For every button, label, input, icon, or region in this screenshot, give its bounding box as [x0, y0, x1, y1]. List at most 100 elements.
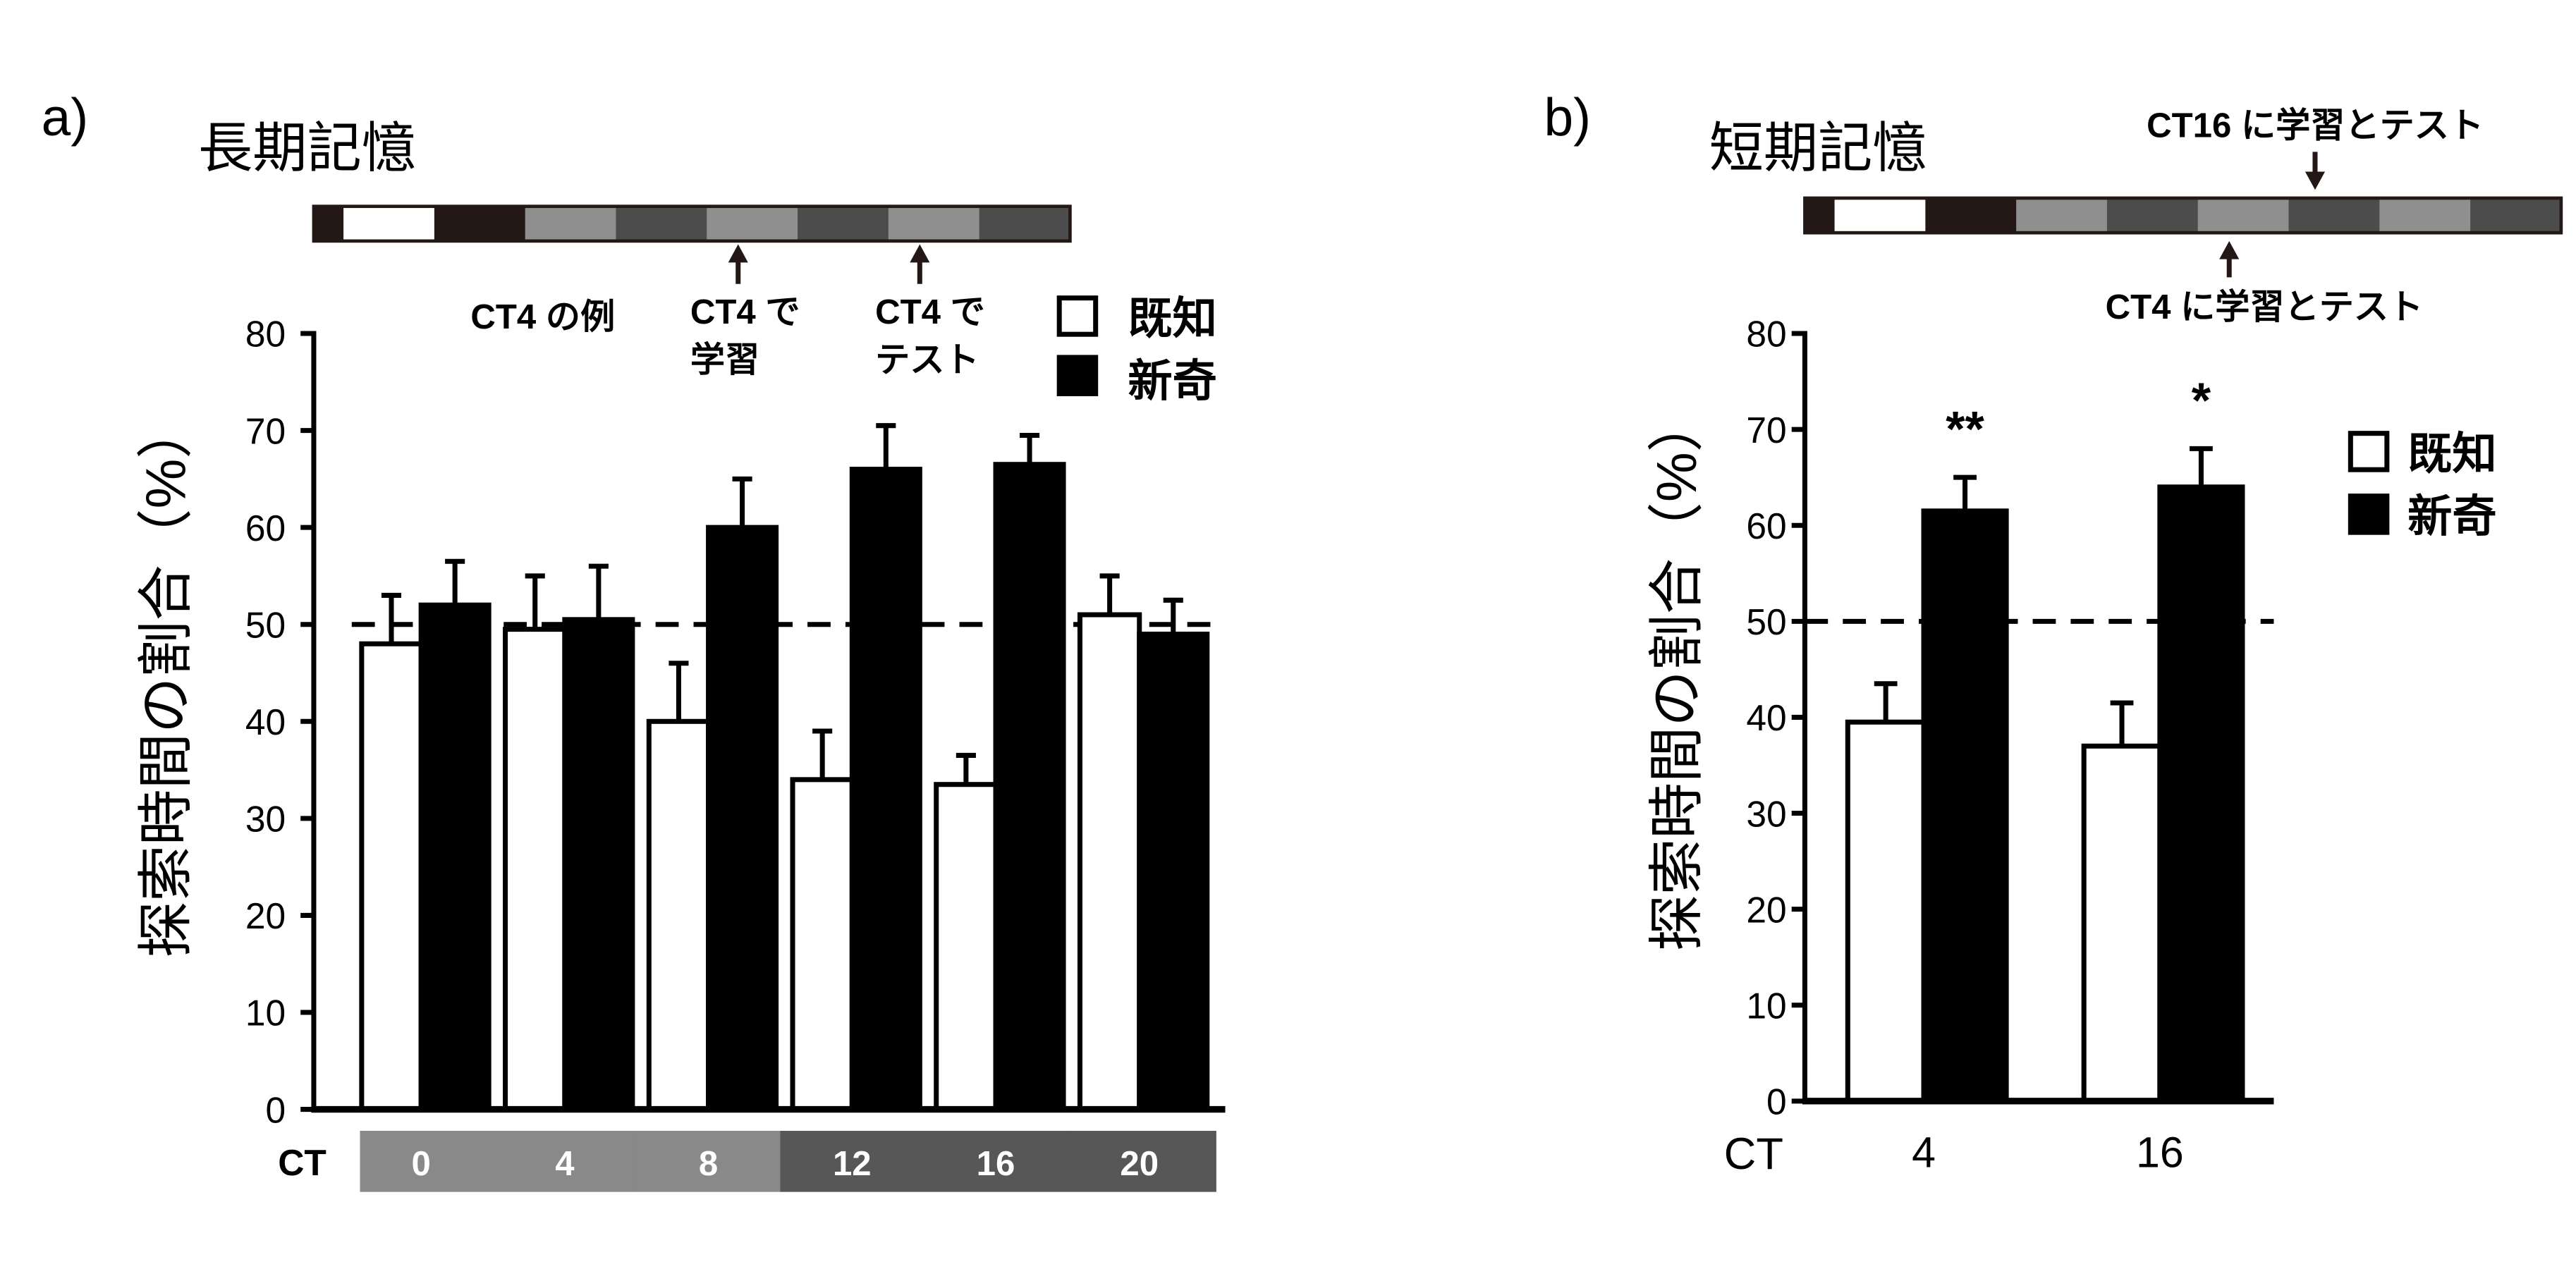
y-tick-label-20: 20	[1746, 889, 1786, 930]
y-tick-label-40: 40	[1746, 697, 1786, 738]
error-bar-novel-ct0	[445, 558, 465, 606]
bar-known-ct16	[934, 782, 999, 1112]
y-tick-label-60: 60	[245, 508, 286, 548]
bar-novel-ct12	[849, 467, 922, 1112]
annotation-test-line-2: テスト	[875, 341, 979, 379]
y-tick-label-50: 50	[245, 604, 286, 645]
ct-band-cell-20	[1067, 1131, 1216, 1192]
ct-band-cell-12	[780, 1131, 925, 1192]
error-bar-known-ct20	[1099, 573, 1120, 615]
bar-novel-ct20	[1137, 631, 1210, 1112]
y-tick-label-70: 70	[1746, 410, 1786, 450]
significance-marker-ct16: *	[2192, 372, 2211, 428]
error-bar-novel-ct16	[2190, 446, 2213, 487]
y-tick-label-0: 0	[1766, 1081, 1787, 1122]
y-tick-label-10: 10	[245, 993, 286, 1034]
y-axis-label: 探索時間の割合（%）	[134, 403, 197, 957]
arrow-down-icon	[2305, 152, 2326, 190]
plot-area: 0 10 20 30 40 50 60 70 80 0 4 8 12 16 20	[245, 314, 1226, 1192]
x-categories: 0 4 8 12 16 20	[360, 1131, 1216, 1192]
legend-swatch-novel	[2348, 494, 2390, 535]
legend-label-novel: 新奇	[2407, 492, 2496, 541]
schedule-segment	[2197, 197, 2290, 233]
bar-known-ct4	[503, 627, 568, 1112]
arrow-head	[728, 244, 748, 263]
ct-band-cell-16	[924, 1131, 1069, 1192]
annotation-ct4: CT4 に学習とテスト	[2106, 288, 2424, 326]
schedule-segment	[2379, 197, 2472, 233]
bar-known-ct0	[359, 641, 424, 1112]
light-dark-schedule-bar	[312, 204, 1072, 243]
chart-title: 長期記憶	[198, 118, 416, 179]
error-bar-known-ct4	[525, 573, 545, 630]
x-axis-label: CT	[278, 1142, 326, 1183]
schedule-segment	[1805, 197, 1836, 233]
bar-known-ct12	[790, 777, 855, 1112]
y-tick-label-40: 40	[245, 701, 286, 742]
axes: 0 10 20 30 40 50 60 70 80	[1746, 314, 2274, 1122]
error-bar-novel-ct4	[588, 563, 609, 620]
y-tick-label-70: 70	[245, 410, 286, 451]
schedule-segment	[1834, 197, 1927, 233]
y-tick-label-50: 50	[1746, 601, 1786, 642]
schedule-segment	[2288, 197, 2381, 233]
schedule-segment	[434, 206, 526, 241]
bar-novel-ct16	[2157, 484, 2245, 1104]
error-bar-novel-ct12	[876, 423, 896, 470]
schedule-outline	[312, 204, 1072, 243]
y-tick-label-30: 30	[245, 799, 286, 840]
x-axis-label: CT	[1724, 1129, 1783, 1179]
error-bar-known-ct0	[381, 592, 402, 644]
axes: 0 10 20 30 40 50 60 70 80	[245, 314, 1226, 1130]
legend-label-known: 既知	[1128, 294, 1216, 343]
x-tick-label-8: 8	[699, 1144, 718, 1183]
error-bar-known-ct12	[812, 728, 833, 780]
bar-known-ct16	[2081, 743, 2163, 1104]
bars: ***	[1845, 372, 2245, 1104]
bar-novel-ct16	[993, 462, 1066, 1112]
annotation-learning-line-1: CT4 で	[690, 293, 800, 331]
bar-novel-ct8	[706, 525, 779, 1112]
annotation-test-line-1: CT4 で	[875, 293, 985, 331]
x-tick-label-4: 4	[555, 1144, 575, 1183]
bar-novel-ct4	[562, 617, 635, 1112]
schedule-segment	[525, 206, 617, 241]
ct-band-cell-4	[493, 1131, 638, 1192]
legend: 既知 新奇	[2348, 429, 2497, 541]
annotation-example: CT4 の例	[470, 298, 615, 336]
x-tick-label-12: 12	[833, 1144, 872, 1183]
schedule-segment	[343, 206, 435, 241]
bar-novel-ct4	[1921, 508, 2009, 1104]
bar-known-ct20	[1077, 612, 1142, 1112]
error-bar-known-ct4	[1874, 681, 1898, 723]
y-tick-label-10: 10	[1746, 985, 1786, 1026]
error-bar-novel-ct4	[1953, 474, 1977, 511]
legend-swatch-novel	[1056, 355, 1099, 396]
y-tick-label-30: 30	[1746, 793, 1786, 834]
schedule-segment	[979, 206, 1071, 241]
schedule-segment	[313, 206, 345, 241]
y-tick-label-60: 60	[1746, 505, 1786, 546]
chart-title: 短期記憶	[1709, 118, 1927, 179]
x-tick-label-16: 16	[977, 1144, 1015, 1183]
x-tick-label-20: 20	[1120, 1144, 1159, 1183]
annotation-learning-line-2: 学習	[690, 341, 759, 379]
arrow-head	[2305, 171, 2326, 190]
error-bar-novel-ct16	[1019, 432, 1040, 465]
y-tick-label-80: 80	[1746, 314, 1786, 355]
bar-novel-ct0	[418, 602, 492, 1112]
significance-marker-ct4: **	[1946, 401, 1984, 457]
schedule-segment	[1925, 197, 2018, 233]
light-dark-schedule-bar	[1803, 196, 2563, 235]
x-tick-label-4: 4	[1912, 1129, 1936, 1177]
arrow-head	[910, 244, 930, 263]
panel-label: b)	[1544, 87, 1591, 147]
legend-label-known: 既知	[2407, 429, 2496, 479]
y-tick-label-20: 20	[245, 895, 286, 936]
legend-swatch-known	[1056, 295, 1099, 337]
panel-label: a)	[42, 87, 89, 147]
schedule-segment	[616, 206, 708, 241]
y-tick-label-0: 0	[265, 1089, 286, 1130]
